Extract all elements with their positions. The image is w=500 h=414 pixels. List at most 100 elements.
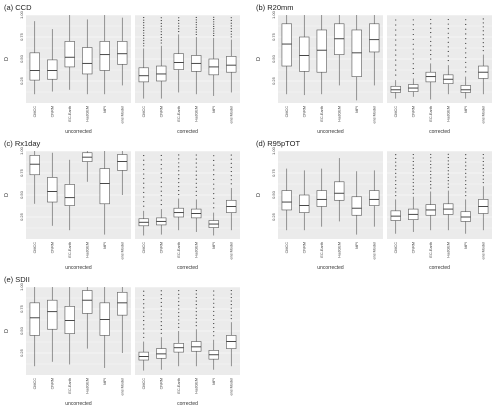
outlier-point: [143, 324, 145, 326]
outlier-point: [213, 28, 215, 30]
outlier-point: [395, 69, 397, 71]
box-iqr: [47, 177, 58, 203]
outlier-point: [143, 187, 145, 189]
outlier-point: [482, 42, 484, 44]
outlier-point: [465, 28, 467, 30]
outlier-point: [482, 34, 484, 36]
outlier-point: [482, 164, 484, 166]
category-label: EC-Earth: [68, 106, 72, 122]
box-CMCC: [138, 290, 149, 371]
outlier-point: [213, 197, 215, 199]
y-tick-label: 0.75: [271, 168, 276, 177]
outlier-point: [178, 308, 180, 310]
outlier-point: [447, 28, 449, 30]
outlier-point: [482, 153, 484, 156]
outlier-point: [482, 22, 484, 24]
outlier-point: [143, 311, 145, 313]
outlier-point: [195, 186, 197, 188]
outlier-point: [213, 21, 215, 23]
box-HadGEM: [191, 16, 202, 95]
group-label: corrected: [177, 129, 198, 135]
category-label: ens Model: [121, 242, 125, 260]
chart-title: (a) CCD: [4, 3, 32, 12]
outlier-point: [395, 183, 397, 186]
outlier-point: [482, 157, 484, 159]
category-label: HadGEM: [195, 378, 199, 394]
outlier-point: [412, 43, 414, 45]
outlier-point: [430, 157, 432, 159]
outlier-point: [213, 164, 215, 166]
outlier-point: [430, 180, 432, 182]
box-ens Model: [117, 17, 128, 86]
outlier-point: [213, 323, 215, 325]
y-tick-label: 0.25: [19, 348, 24, 357]
category-label: EC-Earth: [429, 242, 433, 258]
outlier-point: [412, 189, 414, 191]
chart-panel-1: (a) CCD D 0.25 0.50 0.75 1.00 CMCC CNRM EC-Earth…: [4, 3, 240, 135]
outlier-point: [482, 26, 484, 28]
outlier-point: [213, 174, 215, 176]
outlier-point: [430, 18, 432, 20]
outlier-point: [143, 290, 145, 292]
outlier-point: [412, 53, 414, 55]
outlier-point: [395, 191, 397, 193]
outlier-point: [178, 28, 180, 30]
outlier-point: [447, 46, 449, 48]
outlier-point: [230, 304, 232, 306]
outlier-point: [230, 318, 232, 320]
category-label: CMCC: [285, 242, 289, 254]
box-EC-Earth: [64, 15, 75, 90]
outlier-point: [143, 42, 145, 44]
outlier-point: [143, 332, 145, 334]
outlier-point: [160, 294, 162, 296]
outlier-point: [465, 66, 467, 68]
outlier-point: [143, 196, 145, 198]
box-HadGEM: [443, 19, 454, 95]
outlier-point: [143, 205, 145, 207]
y-tick-label: 0.25: [271, 212, 276, 221]
box-CMCC: [390, 19, 401, 99]
y-tick-label: 0.50: [19, 190, 24, 199]
y-tick-label: 0.50: [271, 190, 276, 199]
category-label: CNRM: [160, 242, 164, 253]
outlier-point: [447, 186, 449, 188]
box-CNRM: [299, 15, 310, 96]
outlier-point: [143, 35, 145, 37]
outlier-point: [160, 172, 162, 174]
outlier-point: [447, 50, 449, 53]
category-label: ens Model: [482, 242, 486, 260]
outlier-point: [395, 172, 397, 174]
outlier-point: [230, 154, 232, 156]
outlier-point: [465, 169, 467, 171]
box-MPI: [460, 19, 471, 99]
outlier-point: [178, 315, 180, 317]
outlier-point: [447, 19, 449, 21]
category-label: EC-Earth: [177, 378, 181, 394]
outlier-point: [143, 182, 145, 184]
category-label: MPI: [103, 378, 107, 385]
outlier-point: [195, 166, 197, 168]
outlier-point: [230, 166, 232, 168]
outlier-point: [160, 313, 162, 315]
outlier-point: [213, 327, 215, 329]
outlier-point: [412, 48, 414, 50]
outlier-point: [195, 293, 197, 295]
outlier-point: [465, 172, 467, 174]
box-HadGEM: [191, 289, 202, 367]
outlier-point: [178, 297, 180, 299]
y-axis-label: D: [256, 57, 262, 61]
outlier-point: [230, 300, 232, 302]
outlier-point: [143, 336, 145, 338]
outlier-point: [160, 195, 162, 197]
outlier-point: [412, 68, 414, 70]
y-tick-label: 0.75: [19, 304, 24, 313]
outlier-point: [213, 32, 215, 34]
outlier-point: [465, 157, 467, 159]
outlier-point: [213, 155, 215, 157]
box-ens Model: [478, 18, 489, 95]
category-label: EC-Earth: [68, 242, 72, 258]
outlier-point: [430, 160, 432, 162]
outlier-point: [178, 162, 180, 164]
box-MPI: [99, 15, 110, 95]
outlier-point: [465, 38, 467, 40]
